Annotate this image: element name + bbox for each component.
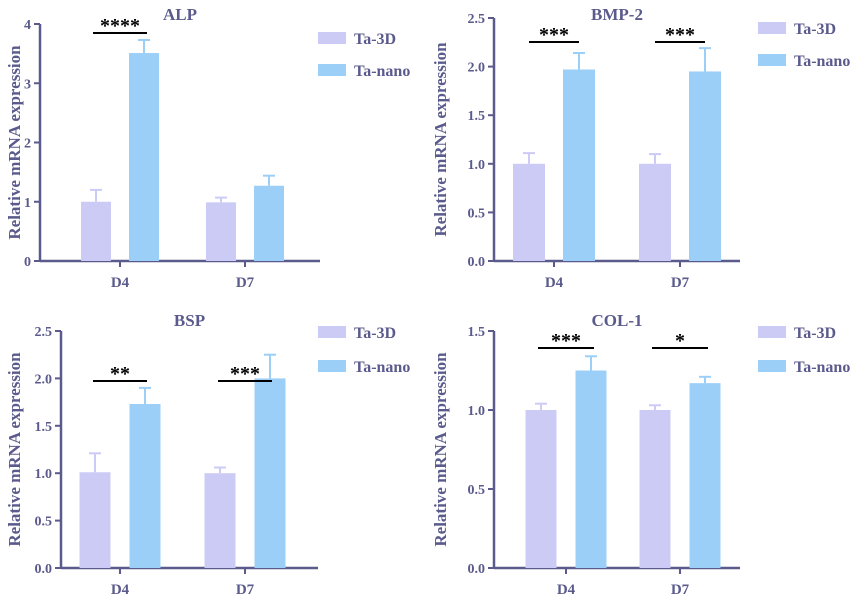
legend-swatch-ta3d <box>318 32 346 44</box>
legend-label-tanano: Ta-nano <box>354 359 410 376</box>
significance-label: *** <box>551 330 581 352</box>
legend-label-ta3d: Ta-3D <box>794 21 836 38</box>
y-tick-label: 2 <box>24 137 31 152</box>
y-tick-label: 0.5 <box>468 206 486 221</box>
chart-panel-col-1: COL-1 Relative mRNA expression 0.0 0.5 1.0 1.… <box>431 311 850 598</box>
legend: Ta-3D Ta-nano <box>318 325 410 376</box>
y-tick-label: 1.0 <box>468 404 486 419</box>
y-tick-label: 1.0 <box>35 467 53 482</box>
x-tick-label: D4 <box>111 275 130 291</box>
significance-label: **** <box>100 15 140 37</box>
bar-ta-3d-d4 <box>525 410 557 568</box>
legend-label-ta3d: Ta-3D <box>354 31 396 48</box>
bar-ta-3d-d7 <box>639 410 671 568</box>
y-tick-label: 4 <box>24 18 31 33</box>
bar-ta-nano-d4 <box>129 53 159 261</box>
y-axis-label: Relative mRNA expression <box>5 352 24 547</box>
y-tick-label: 2.5 <box>35 325 53 340</box>
significance-label: *** <box>539 24 569 46</box>
legend: Ta-3D Ta-nano <box>758 325 850 376</box>
y-tick-label: 2.0 <box>35 372 53 387</box>
x-tick-label: D7 <box>671 582 690 598</box>
y-tick-label: 0.0 <box>468 255 486 270</box>
chart-title: BMP-2 <box>591 5 643 24</box>
y-axis-label: Relative mRNA expression <box>5 45 24 240</box>
bar-ta-nano-d4 <box>575 370 607 568</box>
chart-panel-bmp-2: BMP-2 Relative mRNA expression 0.0 0.5 1.0 1.… <box>431 5 850 291</box>
y-tick-label: 0 <box>24 255 31 270</box>
legend-swatch-tanano <box>758 360 786 372</box>
x-tick-label: D4 <box>557 582 576 598</box>
y-axis-label: Relative mRNA expression <box>431 42 450 237</box>
legend-swatch-tanano <box>318 64 346 76</box>
legend-swatch-ta3d <box>318 326 346 338</box>
legend: Ta-3D Ta-nano <box>318 31 410 80</box>
chart-panel-bsp: BSP Relative mRNA expression 0.0 0.5 1.0 1.5 2… <box>5 311 410 598</box>
x-tick-label: D7 <box>671 275 690 291</box>
bar-ta-3d-d7 <box>639 163 671 261</box>
legend-swatch-tanano <box>318 360 346 372</box>
legend-label-tanano: Ta-nano <box>794 359 850 376</box>
legend-label-tanano: Ta-nano <box>794 53 850 70</box>
legend-swatch-tanano <box>758 54 786 66</box>
significance-label: * <box>675 330 685 352</box>
bar-ta-nano-d4 <box>129 403 161 568</box>
bar-ta-nano-d7 <box>254 185 284 261</box>
chart-title: ALP <box>163 5 197 24</box>
bar-ta-3d-d4 <box>79 472 111 568</box>
significance-label: *** <box>665 24 695 46</box>
y-tick-label: 2.0 <box>468 61 486 76</box>
legend-swatch-ta3d <box>758 326 786 338</box>
x-tick-label: D4 <box>545 275 564 291</box>
y-tick-label: 1.5 <box>468 325 486 340</box>
y-axis-label: Relative mRNA expression <box>431 352 450 547</box>
y-tick-label: 0.5 <box>468 483 486 498</box>
x-tick-label: D7 <box>236 582 255 598</box>
significance-label: *** <box>230 363 260 385</box>
x-tick-label: D7 <box>236 275 255 291</box>
bar-ta-3d-d4 <box>513 163 545 261</box>
y-tick-label: 2.5 <box>468 12 486 27</box>
chart-title: BSP <box>174 311 205 330</box>
bar-ta-3d-d7 <box>204 473 236 568</box>
legend-swatch-ta3d <box>758 22 786 34</box>
bar-ta-nano-d7 <box>254 378 286 568</box>
y-tick-label: 1.0 <box>468 158 486 173</box>
y-tick-label: 3 <box>24 77 31 92</box>
legend: Ta-3D Ta-nano <box>758 21 850 70</box>
y-tick-label: 0.0 <box>35 562 53 577</box>
legend-label-ta3d: Ta-3D <box>354 325 396 342</box>
y-tick-label: 1.5 <box>468 109 486 124</box>
y-tick-label: 0.0 <box>468 562 486 577</box>
bar-ta-3d-d4 <box>81 201 111 261</box>
bar-ta-nano-d4 <box>563 69 595 262</box>
bar-ta-nano-d7 <box>689 383 721 568</box>
y-tick-label: 1 <box>24 196 31 211</box>
x-tick-label: D4 <box>111 582 130 598</box>
y-tick-label: 0.5 <box>35 515 53 530</box>
y-tick-label: 1.5 <box>35 420 53 435</box>
bar-ta-3d-d7 <box>206 202 236 261</box>
legend-label-tanano: Ta-nano <box>354 63 410 80</box>
bar-ta-nano-d7 <box>689 71 721 262</box>
legend-label-ta3d: Ta-3D <box>794 325 836 342</box>
significance-label: ** <box>110 363 130 385</box>
chart-title: COL-1 <box>592 311 643 330</box>
